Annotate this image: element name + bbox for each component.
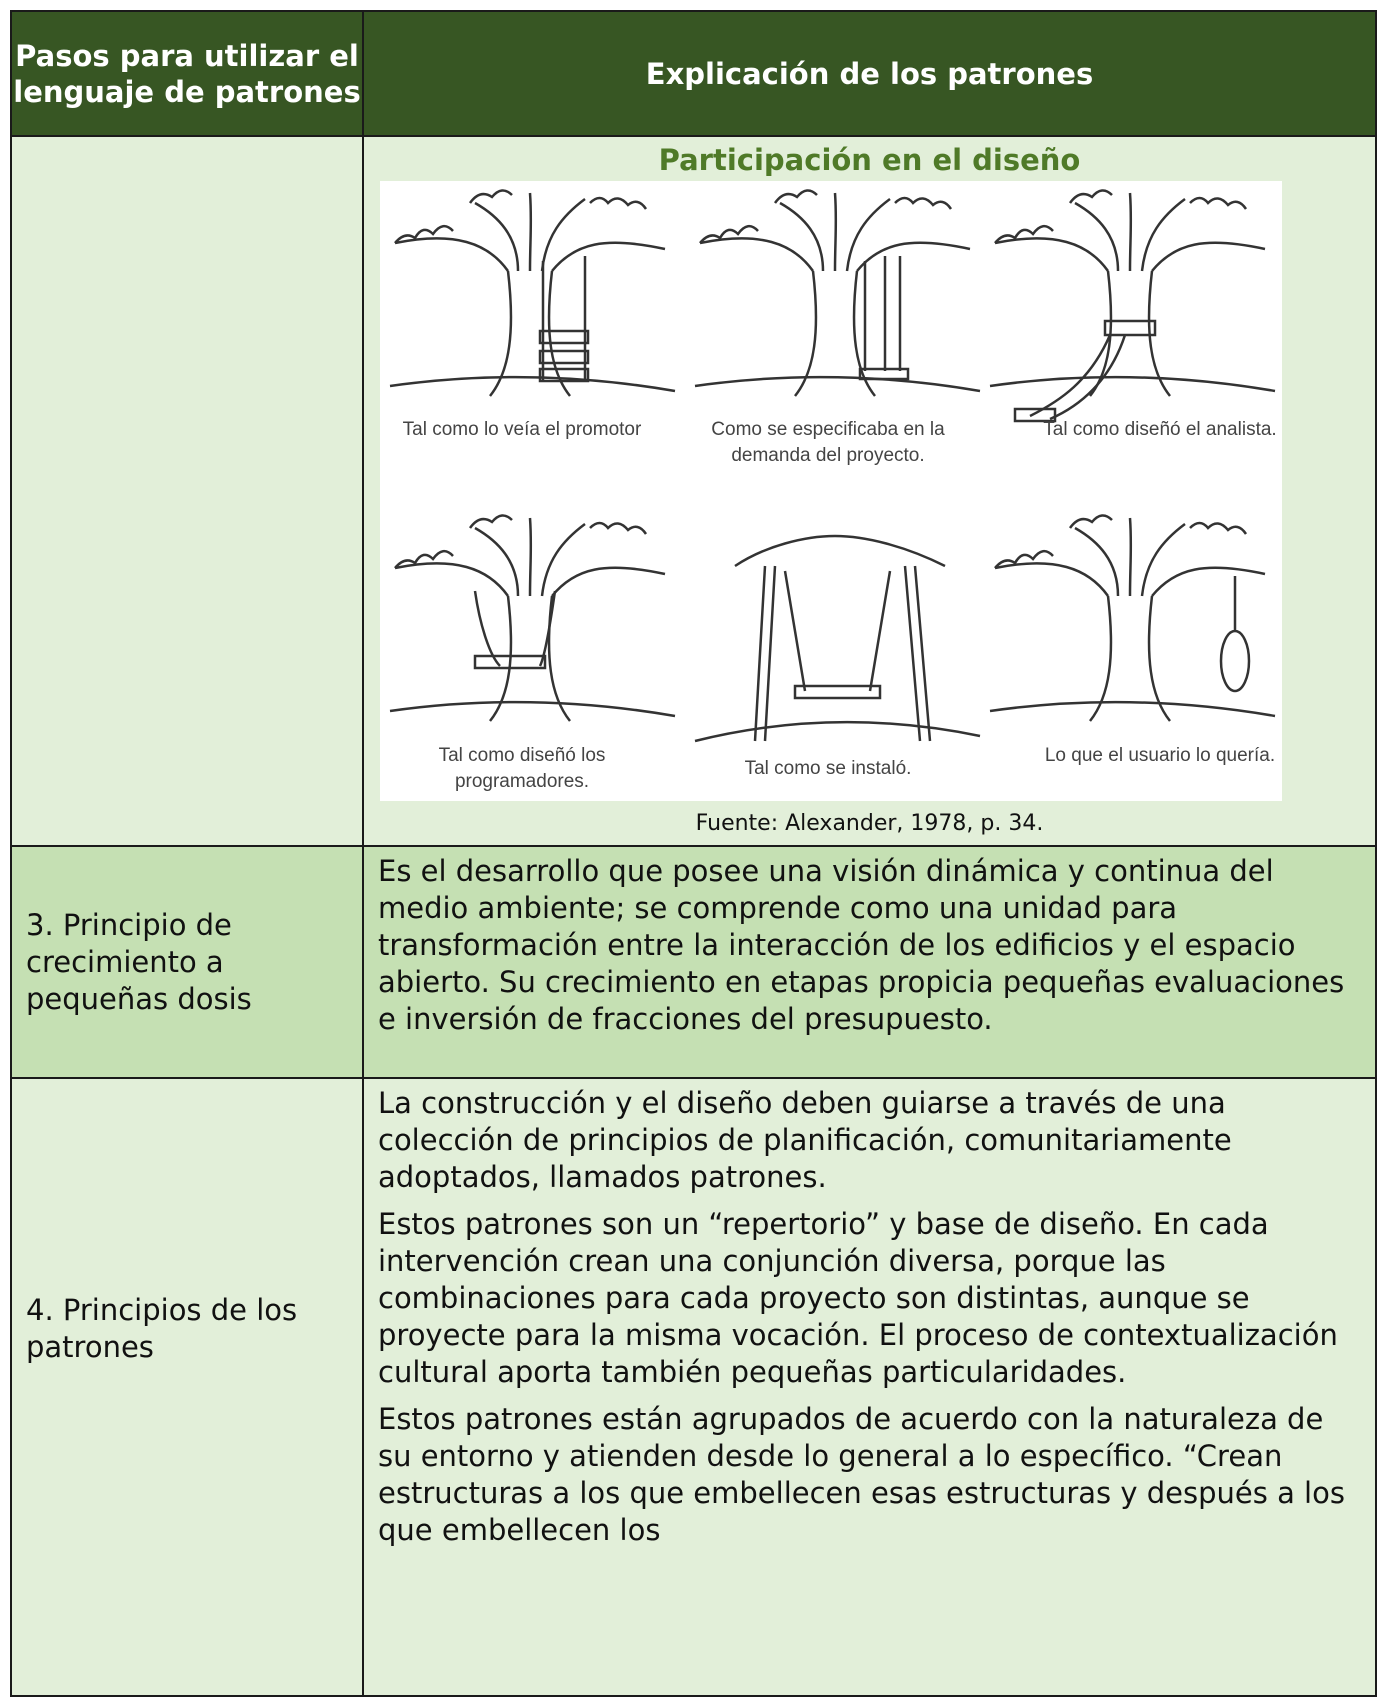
figure-source: Fuente: Alexander, 1978, p. 34. bbox=[695, 811, 1044, 836]
step-cell: 4. Principios de los patrones bbox=[10, 1077, 364, 1697]
step-cell bbox=[10, 135, 364, 847]
illustration bbox=[388, 189, 1277, 743]
paragraph: Estos patrones están agrupados de acuerd… bbox=[378, 1402, 1345, 1547]
figure-caption: Tal como se instaló. bbox=[744, 758, 912, 779]
header-cell: Pasos para utilizar el lenguaje de patro… bbox=[10, 10, 364, 137]
figure: Tal como lo veía el promotor Como se esp… bbox=[380, 181, 1282, 801]
figure-caption: Lo que el usuario lo quería. bbox=[1044, 745, 1276, 766]
paragraph: La construcción y el diseño deben guiars… bbox=[378, 1086, 1232, 1194]
header-text: Pasos para utilizar el lenguaje de patro… bbox=[13, 38, 361, 109]
figure-caption: Como se especificaba en la demanda del p… bbox=[711, 419, 945, 466]
explanation-cell: Es el desarrollo que posee una visión di… bbox=[362, 845, 1377, 1079]
tree-drawing bbox=[988, 514, 1277, 723]
header-text: Explicación de los patrones bbox=[645, 56, 1094, 91]
figure-caption: Tal como diseñó el analista. bbox=[1043, 419, 1277, 440]
header-cell: Explicación de los patrones bbox=[362, 10, 1377, 137]
figure-caption: Tal como diseñó los programadores. bbox=[438, 745, 606, 792]
figure-cell: Participación en el diseño Tal como lo v… bbox=[362, 135, 1377, 847]
explanation-cell: La construcción y el diseño deben guiars… bbox=[362, 1077, 1377, 1697]
figure-caption: Tal como lo veía el promotor bbox=[402, 419, 642, 440]
paragraph: Es el desarrollo que posee una visión di… bbox=[378, 854, 1345, 1036]
figure-title: Participación en el diseño bbox=[658, 143, 1081, 177]
step-text: 3. Principio de crecimiento a pequeñas d… bbox=[26, 907, 252, 1016]
step-cell: 3. Principio de crecimiento a pequeñas d… bbox=[10, 845, 364, 1079]
step-text: 4. Principios de los patrones bbox=[26, 1293, 298, 1364]
tree-drawing bbox=[388, 189, 677, 398]
tree-drawing bbox=[694, 534, 981, 743]
paragraph: Estos patrones son un “repertorio” y bas… bbox=[378, 1207, 1338, 1389]
tree-drawing bbox=[693, 189, 982, 398]
tree-drawing bbox=[988, 189, 1277, 423]
tree-drawing bbox=[388, 514, 677, 723]
